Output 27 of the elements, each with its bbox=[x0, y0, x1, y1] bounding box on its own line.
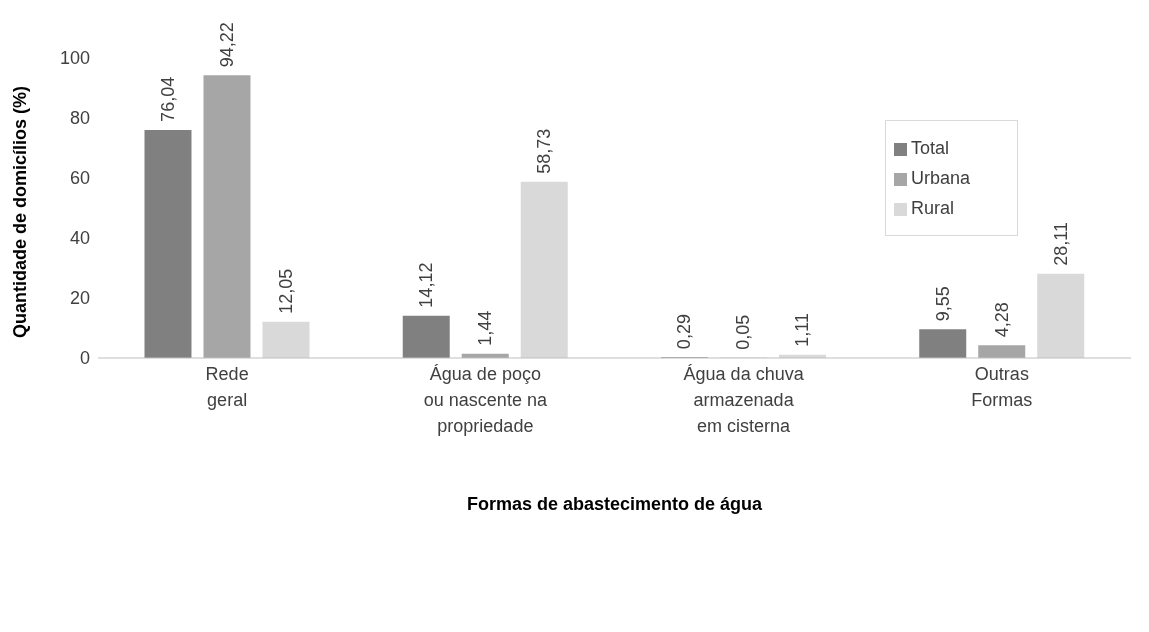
y-tick-label: 80 bbox=[69, 108, 90, 129]
data-label: 4,28 bbox=[991, 302, 1012, 338]
data-label: 14,12 bbox=[416, 262, 437, 308]
legend-label: Urbana bbox=[911, 168, 971, 188]
x-axis-title: Formas de abastecimento de água bbox=[466, 494, 764, 514]
y-tick-label: 20 bbox=[69, 288, 90, 309]
data-label: 1,44 bbox=[475, 310, 496, 346]
x-tick-label: Água de poço ou nascente na propriedade bbox=[423, 364, 548, 436]
legend-label: Total bbox=[911, 138, 950, 158]
data-label: 0,29 bbox=[674, 314, 695, 350]
data-label: 58,73 bbox=[534, 128, 555, 174]
data-label: 12,05 bbox=[275, 268, 296, 314]
x-tick-label: Água da chuva armazenada em cisterna bbox=[683, 364, 805, 436]
y-tick-label: 100 bbox=[59, 48, 90, 69]
y-tick-label: 60 bbox=[69, 168, 90, 189]
y-axis-title: Quantidade de domicílios (%) bbox=[10, 85, 31, 338]
data-label: 76,04 bbox=[157, 76, 178, 122]
y-tick-label: 0 bbox=[79, 348, 90, 369]
data-label: 94,22 bbox=[216, 22, 237, 68]
data-label: 1,11 bbox=[792, 312, 813, 347]
data-label: 9,55 bbox=[932, 286, 953, 322]
data-label: 28,11 bbox=[1050, 221, 1071, 266]
data-label: 0,05 bbox=[733, 314, 754, 350]
x-tick-label: Outras Formas bbox=[971, 364, 1033, 410]
y-tick-label: 40 bbox=[69, 228, 90, 249]
legend-label: Rural bbox=[911, 198, 955, 218]
x-tick-label: Rede geral bbox=[205, 364, 249, 410]
